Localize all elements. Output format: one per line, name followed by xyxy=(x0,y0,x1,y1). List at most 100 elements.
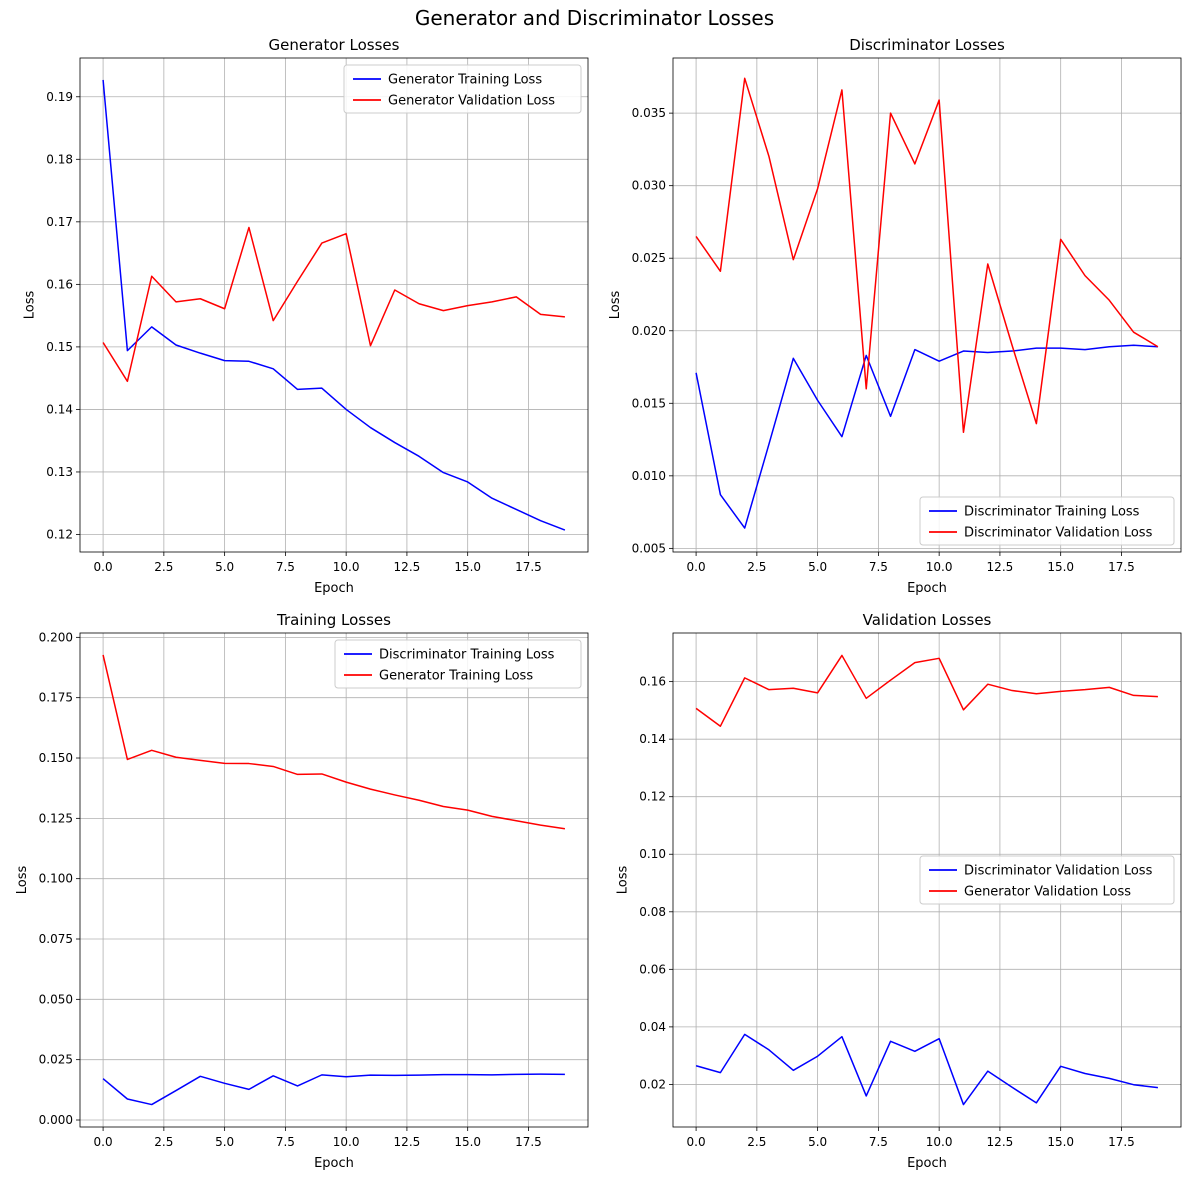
subplot-1: 0.0 2.5 5.0 7.5 10.0 12.5 15.0 17.5 0.12 0.13 0.14… xyxy=(23,36,589,596)
x-tick-label: 17.5 xyxy=(515,560,542,574)
legend-box xyxy=(919,496,1175,546)
x-axis-label: Epoch xyxy=(907,581,947,596)
y-tick-label: 0.100 xyxy=(39,872,73,886)
x-tick-label: 15.0 xyxy=(454,560,481,574)
y-tick-label: 0.10 xyxy=(639,847,666,861)
y-tick-label: 0.14 xyxy=(639,732,666,746)
y-tick-label: 0.125 xyxy=(39,811,73,825)
y-axis-label: Loss xyxy=(616,866,631,895)
series-line-2 xyxy=(695,77,1159,434)
x-tick-label: 12.5 xyxy=(394,560,421,574)
legend-label-2: Generator Validation Loss xyxy=(964,885,1131,900)
y-tick-label: 0.000 xyxy=(39,1113,73,1127)
y-tick-label: 0.12 xyxy=(639,790,666,804)
x-tick-label: 0.0 xyxy=(687,1135,706,1149)
x-tick-label: 15.0 xyxy=(1047,560,1074,574)
x-tick-label: 12.5 xyxy=(394,1135,421,1149)
x-tick-label: 2.5 xyxy=(154,1135,173,1149)
x-tick-label: 7.5 xyxy=(276,1135,295,1149)
legend-label-1: Discriminator Validation Loss xyxy=(964,864,1153,879)
y-tick-label: 0.200 xyxy=(39,630,73,644)
y-tick-label: 0.13 xyxy=(46,465,73,479)
x-tick-label: 15.0 xyxy=(454,1135,481,1149)
x-tick-label: 2.5 xyxy=(747,560,766,574)
axes-frame xyxy=(79,632,589,1128)
series-line-1 xyxy=(695,344,1158,529)
y-tick-label: 0.035 xyxy=(632,106,666,120)
series-line-2 xyxy=(695,654,1158,727)
legend-box xyxy=(334,639,582,689)
x-tick-label: 0.0 xyxy=(687,560,706,574)
legend-label-1: Discriminator Training Loss xyxy=(379,648,555,663)
x-tick-label: 15.0 xyxy=(1047,1135,1074,1149)
x-axis-label: Epoch xyxy=(314,1156,354,1171)
x-tick-label: 5.0 xyxy=(808,1135,827,1149)
legend: Discriminator Validation Loss Generator V… xyxy=(919,855,1175,905)
y-tick-label: 0.17 xyxy=(46,215,73,229)
x-tick-label: 5.0 xyxy=(215,560,234,574)
series-line-2 xyxy=(102,654,566,830)
legend-label-2: Generator Training Loss xyxy=(379,669,533,684)
x-tick-label: 0.0 xyxy=(94,560,113,574)
series-line-1 xyxy=(695,1033,1158,1106)
y-axis-label: Loss xyxy=(23,291,38,320)
legend-label-1: Generator Training Loss xyxy=(388,73,542,88)
y-tick-label: 0.020 xyxy=(632,324,666,338)
y-tick-label: 0.050 xyxy=(39,992,73,1006)
x-tick-label: 17.5 xyxy=(515,1135,542,1149)
subplot-4: 0.0 2.5 5.0 7.5 10.0 12.5 15.0 17.5 0.02 0.04 0.06… xyxy=(616,611,1182,1171)
x-tick-label: 2.5 xyxy=(154,560,173,574)
series-line-1 xyxy=(102,1073,565,1106)
legend: Discriminator Training Loss Generator Tra… xyxy=(334,639,582,689)
y-tick-label: 0.025 xyxy=(39,1053,73,1067)
x-tick-label: 12.5 xyxy=(987,1135,1014,1149)
axes-frame xyxy=(672,57,1182,553)
y-axis-label: Loss xyxy=(15,866,30,895)
x-tick-label: 10.0 xyxy=(333,1135,360,1149)
subplot-title: Training Losses xyxy=(276,611,391,629)
y-axis-label: Loss xyxy=(608,291,623,320)
y-tick-label: 0.16 xyxy=(46,277,73,291)
y-tick-label: 0.19 xyxy=(46,90,73,104)
legend-label-2: Generator Validation Loss xyxy=(388,94,555,109)
y-tick-label: 0.015 xyxy=(632,396,666,410)
plot-area xyxy=(80,633,588,1127)
x-tick-label: 5.0 xyxy=(808,560,827,574)
y-tick-label: 0.02 xyxy=(639,1077,666,1091)
x-tick-label: 5.0 xyxy=(215,1135,234,1149)
y-tick-label: 0.06 xyxy=(639,962,666,976)
subplot-title: Validation Losses xyxy=(863,611,992,629)
x-tick-label: 12.5 xyxy=(987,560,1014,574)
subplot-title: Discriminator Losses xyxy=(849,36,1005,54)
y-tick-label: 0.175 xyxy=(39,691,73,705)
y-tick-label: 0.030 xyxy=(632,179,666,193)
legend-box xyxy=(919,855,1175,905)
x-tick-label: 7.5 xyxy=(869,560,888,574)
subplot-2: 0.0 2.5 5.0 7.5 10.0 12.5 15.0 17.5 0.005 0.010 0.… xyxy=(608,36,1182,596)
y-tick-label: 0.12 xyxy=(46,527,73,541)
x-tick-label: 17.5 xyxy=(1108,560,1135,574)
y-tick-label: 0.14 xyxy=(46,402,73,416)
x-tick-label: 10.0 xyxy=(926,1135,953,1149)
legend-label-2: Discriminator Validation Loss xyxy=(964,526,1153,541)
y-tick-label: 0.075 xyxy=(39,932,73,946)
axes-frame xyxy=(79,57,589,553)
legend: Generator Training Loss Generator Validat… xyxy=(343,64,582,114)
x-tick-label: 0.0 xyxy=(94,1135,113,1149)
y-tick-label: 0.010 xyxy=(632,469,666,483)
y-tick-label: 0.18 xyxy=(46,152,73,166)
x-tick-label: 17.5 xyxy=(1108,1135,1135,1149)
subplot-title: Generator Losses xyxy=(269,36,400,54)
x-axis-label: Epoch xyxy=(907,1156,947,1171)
subplot-3: 0.0 2.5 5.0 7.5 10.0 12.5 15.0 17.5 0.000 0.025 0.… xyxy=(15,611,589,1171)
plot-area xyxy=(80,58,588,552)
axes-frame xyxy=(672,632,1182,1128)
y-tick-label: 0.150 xyxy=(39,751,73,765)
plot-area xyxy=(673,58,1181,552)
x-tick-label: 2.5 xyxy=(747,1135,766,1149)
x-tick-label: 7.5 xyxy=(869,1135,888,1149)
figure-title: Generator and Discriminator Losses xyxy=(414,6,775,30)
x-tick-label: 10.0 xyxy=(333,560,360,574)
